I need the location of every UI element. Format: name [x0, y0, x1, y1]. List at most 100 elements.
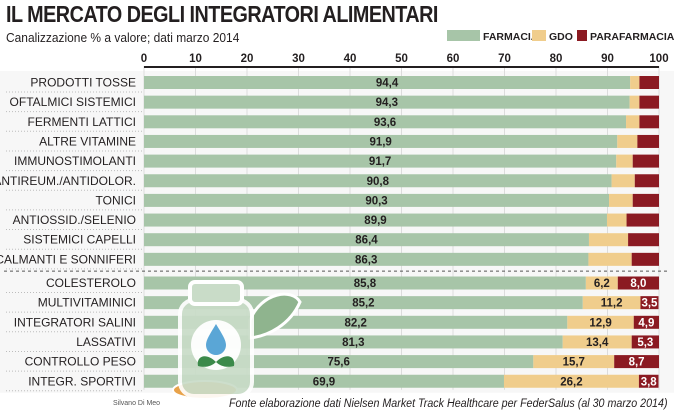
data-label-gdo-integratori-salini: 12,9 [589, 317, 611, 329]
bar-farmacia-fermenti-lattici [144, 115, 627, 129]
bar-gdo-calmanti-e-sonniferi [588, 252, 632, 266]
x-tick-label: 40 [344, 53, 357, 65]
bar-gdo-sistemici-capelli [588, 233, 629, 247]
x-tick-label: 10 [189, 53, 202, 65]
bar-gdo-controllo-peso [533, 355, 615, 369]
legend-label-parafarmacia: PARAFARMACIA [590, 31, 674, 43]
bar-parafarmacia-tonici [632, 193, 659, 207]
bar-gdo-colesterolo [585, 276, 618, 290]
bar-gdo-integratori-salini [567, 315, 634, 329]
category-label-immunostimolanti: IMMUNOSTIMOLANTI [14, 154, 136, 168]
x-tick-label: 60 [447, 53, 460, 65]
bar-parafarmacia-lassativi [631, 335, 659, 349]
category-label-sistemici-capelli: SISTEMICI CAPELLI [23, 233, 136, 247]
data-label-farmacia-altre-vitamine: 91,9 [369, 136, 391, 148]
bar-farmacia-altre-vitamine [144, 134, 618, 148]
bar-farmacia-calmanti-e-sonniferi [144, 252, 589, 266]
data-label-farmacia-immunostimolanti: 91,7 [369, 156, 391, 168]
bar-gdo-lassativi [562, 335, 632, 349]
category-label-colesterolo: COLESTEROLO [46, 276, 136, 290]
bar-parafarmacia-multivitaminici [640, 296, 659, 310]
bar-parafarmacia-colesterolo [617, 276, 659, 290]
data-label-gdo-integr-sportivi: 26,2 [560, 376, 582, 388]
bar-parafarmacia-immunostimolanti [632, 154, 659, 168]
data-label-farmacia-lassativi: 81,3 [342, 337, 364, 349]
bar-farmacia-immunostimolanti [144, 154, 617, 168]
data-label-farmacia-prodotti-tosse: 94,4 [376, 78, 399, 90]
x-tick-label: 100 [649, 53, 668, 65]
legend-swatch-parafarmacia [577, 30, 587, 41]
x-tick-label: 70 [498, 53, 511, 65]
category-label-antireum-antidolor: ANTIREUM./ANTIDOLOR. [0, 174, 136, 188]
chart-subtitle: Canalizzazione % a valore; dati marzo 20… [6, 30, 240, 45]
bar-gdo-tonici [609, 193, 633, 207]
category-label-calmanti-e-sonniferi: CALMANTI E SONNIFERI [0, 252, 136, 266]
data-label-farmacia-multivitaminici: 85,2 [352, 298, 374, 310]
jar-lid-shape [188, 280, 244, 306]
legend-item-gdo: GDO [532, 30, 573, 43]
x-tick-label: 0 [141, 53, 147, 65]
data-label-parafarmacia-integr-sportivi: 3,8 [641, 376, 658, 388]
author-credit: Silvano Di Meo [113, 400, 161, 407]
bar-gdo-fermenti-lattici [626, 115, 640, 129]
x-tick-label: 20 [241, 53, 254, 65]
data-label-gdo-lassativi: 13,4 [586, 337, 609, 349]
category-label-controllo-peso: CONTROLLO PESO [25, 355, 136, 369]
bar-parafarmacia-altre-vitamine [637, 134, 659, 148]
data-label-farmacia-antireum-antidolor: 90,8 [367, 176, 390, 188]
bar-parafarmacia-oftalmici-sistemici [639, 95, 659, 109]
category-label-multivitaminici: MULTIVITAMINICI [38, 296, 136, 310]
x-tick-label: 80 [550, 53, 563, 65]
data-label-farmacia-controllo-peso: 75,6 [327, 357, 349, 369]
category-label-tonici: TONICI [96, 193, 136, 207]
chart-title: IL MERCATO DEGLI INTEGRATORI ALIMENTARI [6, 1, 438, 27]
bar-gdo-altre-vitamine [617, 134, 638, 148]
category-label-oftalmici-sistemici: OFTALMICI SISTEMICI [10, 95, 136, 109]
data-label-gdo-colesterolo: 6,2 [594, 278, 610, 290]
data-label-farmacia-sistemici-capelli: 86,4 [355, 235, 378, 247]
legend-item-parafarmacia: PARAFARMACIA [577, 30, 674, 43]
category-label-lassativi: LASSATIVI [76, 335, 136, 349]
bar-parafarmacia-fermenti-lattici [639, 115, 659, 129]
bar-gdo-antiossid-selenio [606, 213, 627, 227]
bar-parafarmacia-controllo-peso [614, 355, 659, 369]
category-label-integr-sportivi: INTEGR. SPORTIVI [28, 374, 136, 388]
legend-swatch-gdo [532, 30, 546, 41]
legend-swatch-farmacia [447, 30, 480, 41]
data-label-parafarmacia-controllo-peso: 8,7 [629, 357, 645, 369]
category-label-integratori-salini: INTEGRATORI SALINI [14, 315, 136, 329]
bar-gdo-integr-sportivi [503, 374, 639, 388]
category-label-prodotti-tosse: PRODOTTI TOSSE [30, 76, 136, 90]
data-label-gdo-controllo-peso: 15,7 [563, 357, 585, 369]
bar-farmacia-colesterolo [144, 276, 586, 290]
bar-farmacia-multivitaminici [144, 296, 583, 310]
data-label-farmacia-colesterolo: 85,8 [354, 278, 377, 290]
bar-gdo-antireum-antidolor [611, 174, 635, 188]
category-label-antiossid-selenio: ANTIOSSID./SELENIO [13, 213, 136, 227]
bar-parafarmacia-prodotti-tosse [639, 76, 659, 89]
data-label-farmacia-oftalmici-sistemici: 94,3 [376, 97, 398, 109]
legend-item-farmacia: FARMACIA [447, 30, 538, 43]
data-label-farmacia-antiossid-selenio: 89,9 [364, 215, 386, 227]
data-label-farmacia-fermenti-lattici: 93,6 [374, 117, 396, 129]
bar-parafarmacia-antireum-antidolor [634, 174, 659, 188]
data-label-parafarmacia-lassativi: 5,3 [637, 337, 653, 349]
data-label-gdo-multivitaminici: 11,2 [601, 298, 623, 310]
bar-parafarmacia-integr-sportivi [638, 374, 659, 388]
legend-label-gdo: GDO [549, 31, 573, 43]
category-label-fermenti-lattici: FERMENTI LATTICI [28, 115, 136, 129]
data-label-farmacia-integratori-salini: 82,2 [344, 317, 366, 329]
data-label-farmacia-calmanti-e-sonniferi: 86,3 [355, 254, 377, 266]
data-label-farmacia-tonici: 90,3 [365, 195, 387, 207]
bar-farmacia-antireum-antidolor [144, 174, 612, 188]
bar-farmacia-oftalmici-sistemici [144, 95, 630, 109]
water-drop-icon [206, 324, 226, 355]
bar-parafarmacia-integratori-salini [633, 315, 659, 329]
bar-gdo-prodotti-tosse [630, 76, 640, 89]
bar-gdo-multivitaminici [582, 296, 641, 310]
bar-farmacia-tonici [144, 193, 610, 207]
bar-gdo-immunostimolanti [616, 154, 633, 168]
bar-farmacia-prodotti-tosse [144, 76, 631, 89]
supplement-jar-illustration [172, 280, 302, 400]
